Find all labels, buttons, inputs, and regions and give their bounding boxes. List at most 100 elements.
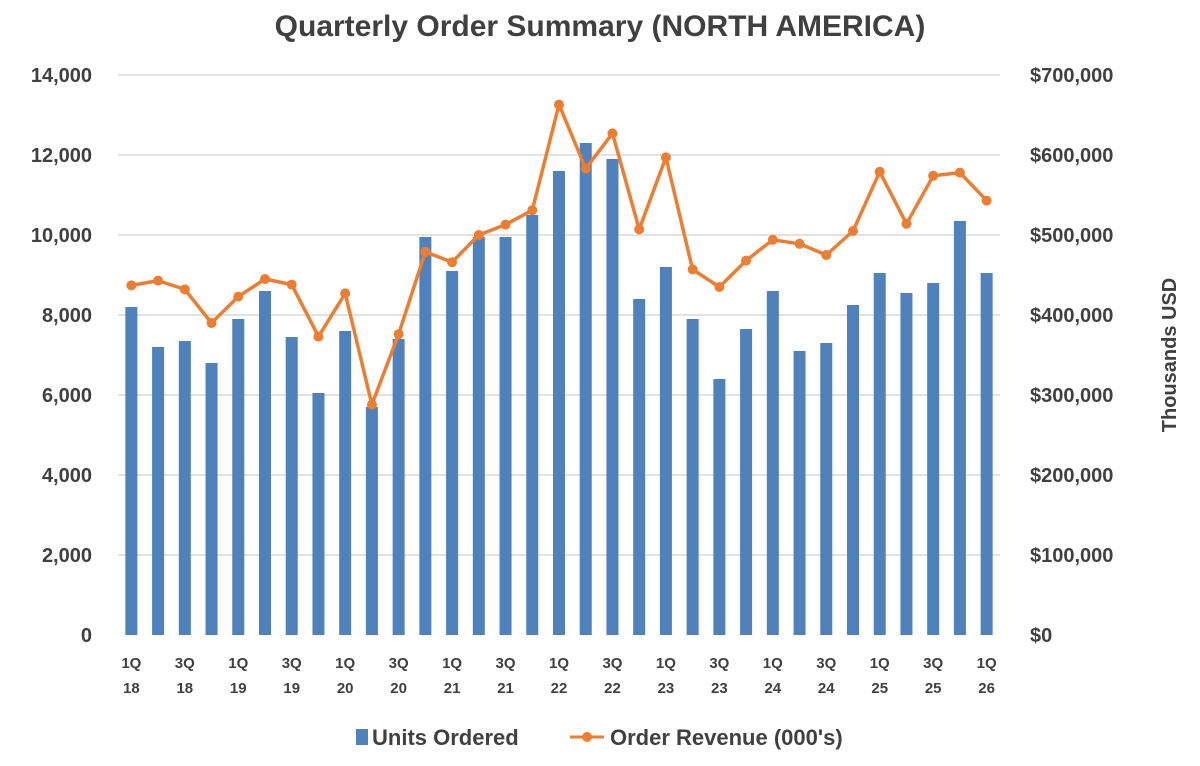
units-ordered-bar (659, 267, 672, 635)
order-revenue-point (821, 250, 832, 260)
order-revenue-point (313, 331, 324, 342)
order-revenue-point (901, 218, 912, 229)
units-ordered-bar (579, 143, 592, 635)
units-ordered-bar (766, 291, 779, 635)
units-ordered-bar (900, 293, 913, 635)
order-revenue-point (340, 288, 351, 299)
order-revenue-point (580, 163, 591, 174)
x-tick-label-year: 24 (818, 680, 835, 697)
order-revenue-point (153, 275, 164, 286)
order-revenue-point (848, 226, 858, 236)
order-revenue-point (366, 399, 377, 410)
legend-label-units-ordered: Units Ordered (372, 725, 519, 750)
x-tick-label-quarter: 3Q (816, 655, 836, 672)
left-y-tick-label: 10,000 (31, 225, 92, 247)
units-ordered-bar (178, 341, 191, 635)
x-tick-label-quarter: 1Q (121, 655, 141, 672)
units-ordered-bar (312, 393, 325, 635)
order-revenue-point (928, 170, 939, 181)
order-revenue-point (233, 291, 244, 302)
x-tick-label-quarter: 3Q (282, 655, 302, 672)
units-ordered-bar (259, 291, 271, 635)
order-revenue-point (954, 167, 965, 178)
x-tick-label-year: 21 (444, 680, 461, 697)
right-y-tick-label: $600,000 (1030, 145, 1113, 167)
x-tick-label-quarter: 1Q (442, 655, 462, 672)
order-revenue-point (714, 282, 725, 292)
order-revenue-point (741, 255, 752, 266)
order-revenue-point (286, 279, 297, 290)
units-ordered-bar (740, 329, 753, 635)
left-y-tick-label: 2,000 (42, 545, 92, 567)
units-ordered-bar (446, 271, 459, 635)
right-y-axis-title: Thousands USD (1159, 278, 1181, 432)
order-revenue-point (874, 166, 885, 177)
x-tick-label-year: 22 (551, 680, 568, 697)
x-axis: 1Q 18 3Q 18 1Q 19 3Q 19 1Q 20 3Q 20 1Q 21 3Q 21 1Q 22 3Q 22… (121, 655, 997, 697)
right-y-tick-label: $0 (1030, 625, 1052, 647)
units-ordered-bar (847, 305, 859, 635)
units-ordered-bar (820, 343, 833, 635)
units-ordered-bar (526, 215, 539, 635)
order-revenue-point (687, 264, 698, 275)
order-revenue-point (527, 205, 538, 216)
x-tick-label-year: 23 (658, 680, 675, 697)
x-tick-label-year: 18 (123, 680, 140, 697)
left-y-tick-label: 14,000 (31, 65, 92, 87)
x-tick-label-quarter: 3Q (496, 655, 516, 672)
units-ordered-bar (339, 331, 352, 635)
right-y-tick-label: $200,000 (1030, 465, 1113, 487)
left-y-tick-label: 8,000 (42, 305, 92, 327)
units-ordered-bar (713, 379, 726, 635)
units-ordered-bar (927, 283, 940, 635)
order-revenue-line (126, 99, 992, 410)
order-revenue-point (179, 284, 190, 295)
order-revenue-point (981, 195, 992, 206)
x-tick-label-quarter: 1Q (335, 655, 355, 672)
x-tick-label-quarter: 3Q (923, 655, 943, 672)
x-tick-label-year: 19 (283, 680, 300, 697)
x-tick-label-year: 23 (711, 680, 728, 697)
order-revenue-point (767, 234, 778, 245)
x-tick-label-quarter: 3Q (602, 655, 622, 672)
units-ordered-bar (793, 351, 806, 635)
units-ordered-bars (125, 143, 993, 635)
order-revenue-point (634, 224, 645, 235)
x-tick-label-quarter: 1Q (977, 655, 997, 672)
left-y-tick-label: 12,000 (31, 145, 92, 167)
legend-label-order-revenue: Order Revenue (000's) (610, 725, 843, 750)
units-ordered-bar (285, 337, 298, 635)
right-y-tick-label: $300,000 (1030, 385, 1113, 407)
right-y-axis: $0 $100,000 $200,000 $300,000 $400,000 $500,0… (1030, 65, 1113, 647)
units-ordered-bar (365, 407, 378, 635)
x-tick-label-year: 18 (176, 680, 193, 697)
order-revenue-point (206, 318, 217, 328)
left-y-tick-label: 4,000 (42, 465, 92, 487)
left-y-axis: 0 2,000 4,000 6,000 8,000 10,000 12,000 14,000 (31, 65, 92, 647)
units-ordered-bar (606, 159, 619, 635)
right-y-tick-label: $400,000 (1030, 305, 1113, 327)
x-tick-label-year: 20 (390, 680, 407, 697)
legend-swatch-units-ordered (356, 729, 368, 745)
units-ordered-bar (125, 307, 138, 635)
order-revenue-point (660, 152, 671, 163)
x-tick-label-year: 25 (925, 680, 942, 697)
units-ordered-bar (953, 221, 966, 635)
left-y-tick-label: 6,000 (42, 385, 92, 407)
x-tick-label-quarter: 1Q (549, 655, 569, 672)
units-ordered-bar (553, 171, 565, 635)
units-ordered-bar (232, 319, 245, 635)
units-ordered-bar (499, 237, 512, 635)
order-revenue-point (126, 280, 137, 291)
x-tick-label-year: 26 (978, 680, 995, 697)
units-ordered-bar (472, 237, 485, 635)
x-tick-label-year: 22 (604, 680, 621, 697)
x-tick-label-quarter: 3Q (389, 655, 409, 672)
x-tick-label-quarter: 3Q (709, 655, 729, 672)
x-tick-label-quarter: 1Q (656, 655, 676, 672)
x-tick-label-quarter: 3Q (175, 655, 195, 672)
x-tick-label-year: 25 (871, 680, 888, 697)
order-revenue-point (447, 257, 458, 268)
